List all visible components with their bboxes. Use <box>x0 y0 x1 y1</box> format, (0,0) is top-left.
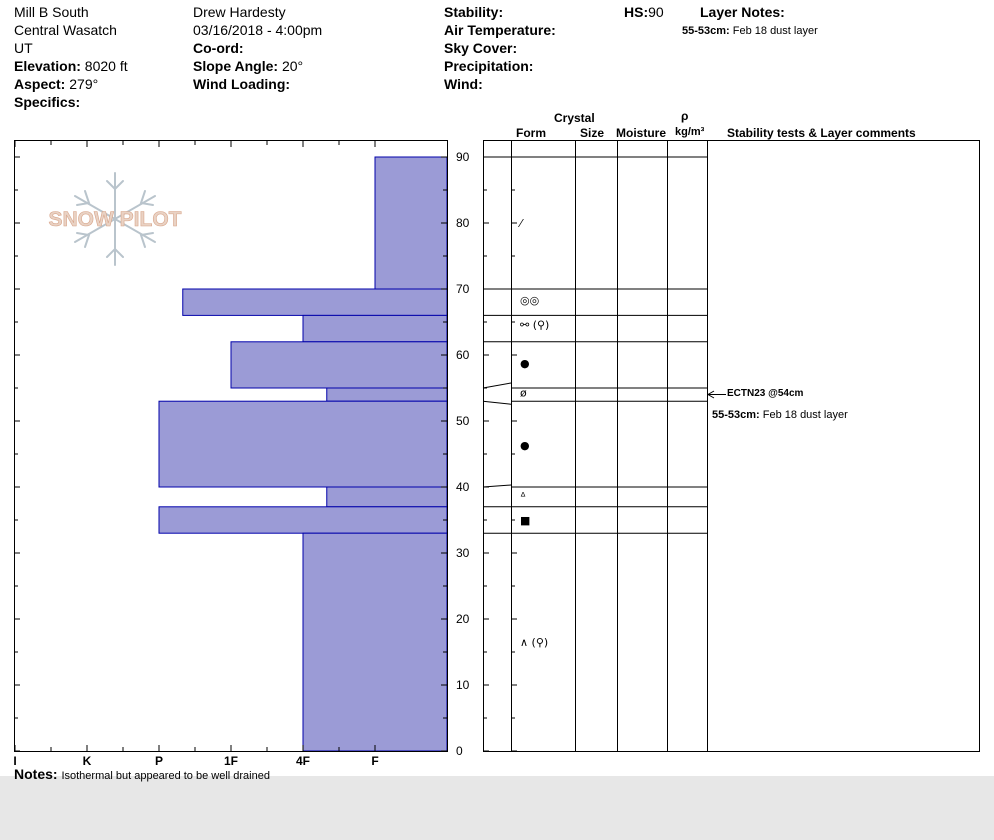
elevation-label: Elevation: <box>14 58 81 74</box>
grain-form-5: ● <box>520 439 530 452</box>
mountain-range: Central Wasatch <box>14 22 117 38</box>
wind-loading-label: Wind Loading: <box>193 76 291 92</box>
aspect-row: Aspect: 279° <box>14 75 98 93</box>
hs-label: HS: <box>624 4 649 20</box>
air-temp-label: Air Temperature: <box>444 22 556 38</box>
hardness-bar-1 <box>182 288 448 316</box>
grain-layer-boundaries <box>482 156 707 534</box>
elevation-row: Elevation: 8020 ft <box>14 57 128 75</box>
crystal-header: Crystal <box>554 111 595 125</box>
comment-layer-text: Feb 18 dust layer <box>762 409 848 421</box>
hardness-layers <box>158 156 448 752</box>
comment-layer-row: 55-53cm: Feb 18 dust layer <box>712 406 848 424</box>
aspect-value: 279° <box>69 76 99 92</box>
snow-profile-chart: SNOW PILOT I K P 1F 4F F 0102030405060708090 … <box>13 140 980 768</box>
notes-row: Notes: Isothermal but appeared to be wel… <box>14 765 270 785</box>
y-tick-label-0: 0 <box>456 744 463 758</box>
hardness-plot-frame <box>14 140 448 752</box>
y-tick-label-30: 30 <box>456 546 470 560</box>
location-name: Mill B South <box>14 4 89 20</box>
x-tick-label-4F: 4F <box>296 754 310 768</box>
state: UT <box>14 40 33 56</box>
slope-row: Slope Angle: 20° <box>193 57 303 75</box>
stability-label: Stability: <box>444 4 504 20</box>
grain-form-2: ⚯ (⚲) <box>520 319 549 332</box>
x-tick-label-P: P <box>155 754 163 768</box>
elevation-value: 8020 ft <box>84 58 128 74</box>
size-header: Size <box>580 126 605 140</box>
grain-form-3: ● <box>520 357 530 370</box>
stability-test-result: ECTN23 @54cm <box>727 388 804 399</box>
layer-note-text: Feb 18 dust layer <box>732 25 818 37</box>
x-tick-label-K: K <box>83 754 92 768</box>
hs-value: 90 <box>648 4 664 20</box>
wind-label: Wind: <box>444 76 483 92</box>
comment-layer-range: 55-53cm: <box>712 409 760 421</box>
connector-53 <box>482 400 512 405</box>
grain-form-1: ◎◎ <box>520 294 539 307</box>
density-unit: kg/m³ <box>675 126 705 138</box>
y-tick-label-20: 20 <box>456 612 470 626</box>
aspect-label: Aspect: <box>14 76 66 92</box>
grain-form-8: ∧ (⚲) <box>520 636 548 649</box>
hardness-bar-5 <box>158 400 448 488</box>
coord-label: Co-ord: <box>193 40 244 56</box>
hardness-bar-6 <box>326 486 448 508</box>
stability-test-marker <box>707 390 726 399</box>
y-tick-label-40: 40 <box>456 480 470 494</box>
stability-comments-header: Stability tests & Layer comments <box>727 126 916 140</box>
notes-text: Isothermal but appeared to be well drain… <box>61 770 270 782</box>
depth-axis: 0 10 20 30 40 50 60 70 80 90 <box>14 150 470 758</box>
hardness-bar-0 <box>374 156 448 290</box>
y-tick-label-60: 60 <box>456 348 470 362</box>
hardness-bar-3 <box>230 341 448 389</box>
hardness-bar-7 <box>158 506 448 534</box>
grain-table <box>483 140 980 752</box>
layer-note-row: 55-53cm: Feb 18 dust layer <box>682 22 818 40</box>
sky-cover-label: Sky Cover: <box>444 40 518 56</box>
density-symbol: ρ <box>681 109 689 123</box>
grain-form-4: ø <box>520 387 527 400</box>
hardness-bar-2 <box>302 314 448 343</box>
y-tick-label-70: 70 <box>456 282 470 296</box>
hs-row: HS:90 <box>624 3 664 21</box>
connector-55 <box>482 382 512 389</box>
hardness-axis-ticks: I K P 1F 4F F <box>13 141 379 768</box>
y-tick-label-50: 50 <box>456 414 470 428</box>
hardness-bar-4 <box>326 387 448 402</box>
form-header: Form <box>516 126 546 140</box>
arrow-left-icon <box>707 390 715 399</box>
observer-name: Drew Hardesty <box>193 4 286 20</box>
grain-form-7: ■ <box>520 514 530 527</box>
grain-form-6: ᐞ <box>520 490 526 503</box>
slope-value: 20° <box>281 58 304 74</box>
hardness-bar-8 <box>302 532 448 752</box>
precip-label: Precipitation: <box>444 58 534 74</box>
specifics-label: Specifics: <box>14 94 81 110</box>
moisture-header: Moisture <box>616 126 667 140</box>
notes-label: Notes: <box>14 766 58 782</box>
snowflake-icon <box>74 172 156 266</box>
footer-band <box>0 776 994 840</box>
logo-text: SNOW PILOT <box>49 208 182 231</box>
x-tick-label-I: I <box>13 754 16 768</box>
layer-note-range: 55-53cm: <box>682 25 730 37</box>
observation-datetime: 03/16/2018 - 4:00pm <box>193 22 323 38</box>
grain-table-ticks <box>483 156 517 752</box>
grain-form-0: ⁄ <box>517 217 524 230</box>
y-tick-label-10: 10 <box>456 678 470 692</box>
snowpilot-logo: SNOW PILOT <box>48 172 182 266</box>
grain-forms: ⁄ ◎◎ ⚯ (⚲) ● ø ● ᐞ ■ ∧ (⚲) <box>517 217 549 649</box>
slope-label: Slope Angle: <box>193 58 279 74</box>
y-tick-label-80: 80 <box>456 216 470 230</box>
y-tick-label-90: 90 <box>456 150 470 164</box>
layer-notes-label: Layer Notes: <box>700 4 785 20</box>
x-tick-label-F: F <box>371 754 378 768</box>
x-tick-label-1F: 1F <box>224 754 238 768</box>
